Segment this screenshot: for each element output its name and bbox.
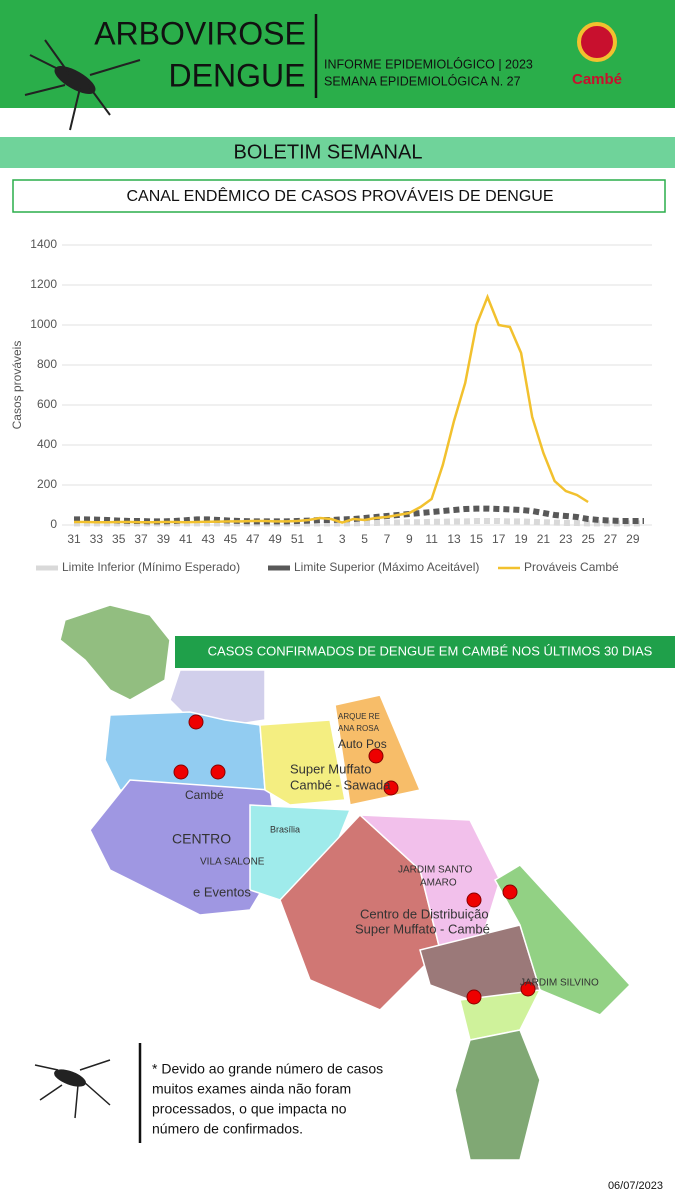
logo-text: Cambé [572, 71, 622, 88]
header-title: DENGUE [169, 57, 306, 93]
chart-title-box [12, 179, 666, 213]
map-label: Centro de Distribuição [360, 906, 489, 921]
map-label: JARDIM SILVINO [520, 978, 599, 989]
map-label: CENTRO [172, 831, 231, 847]
x-tick-label: 5 [361, 532, 368, 546]
legend-label: Limite Inferior (Mínimo Esperado) [62, 560, 240, 574]
header-info: INFORME EPIDEMIOLÓGICO | 2023 [324, 56, 533, 71]
header-band [0, 0, 675, 108]
map [59, 604, 632, 1161]
y-tick-label: 600 [37, 397, 57, 411]
x-tick-label: 11 [425, 532, 438, 546]
x-tick-label: 15 [470, 532, 484, 546]
series-line [74, 293, 589, 524]
date: 06/07/2023 [608, 1180, 663, 1192]
y-tick-label: 800 [37, 357, 57, 371]
x-tick-label: 43 [201, 532, 215, 546]
header-info: SEMANA EPIDEMIOLÓGICA N. 27 [324, 73, 521, 88]
y-axis-label: Casos prováveis [10, 341, 24, 430]
x-tick-label: 9 [406, 532, 413, 546]
chart-title: CANAL ENDÊMICO DE CASOS PROVÁVEIS DE DEN… [126, 186, 553, 205]
x-tick-label: 35 [112, 532, 126, 546]
map-label: Cambé [185, 788, 224, 802]
map-label: ANA ROSA [338, 724, 380, 733]
map-label: VILA SALONE [200, 857, 265, 868]
map-label: Super Muffato [290, 761, 371, 776]
map-title-box [175, 636, 675, 668]
x-tick-label: 13 [447, 532, 461, 546]
y-tick-label: 0 [50, 517, 57, 531]
note-line: processados, o que impacta no [152, 1101, 347, 1117]
banner [0, 137, 675, 168]
district [493, 864, 632, 1016]
map-label: JARDIM SANTO [398, 865, 472, 876]
case-markers [173, 714, 536, 1005]
x-tick-label: 1 [317, 532, 324, 546]
x-tick-label: 21 [537, 532, 551, 546]
brazil-map [59, 604, 171, 701]
x-tick-label: 51 [291, 532, 305, 546]
x-tick-label: 7 [384, 532, 391, 546]
mosquito-icon [24, 39, 141, 131]
x-tick-label: 25 [581, 532, 595, 546]
header-title: ARBOVIROSE [94, 15, 306, 51]
x-tick-label: 39 [157, 532, 171, 546]
x-tick-label: 17 [492, 532, 506, 546]
x-tick-label: 41 [179, 532, 193, 546]
map-label: Auto Pos [338, 737, 387, 751]
x-tick-label: 45 [224, 532, 238, 546]
map-label: e Eventos [193, 884, 251, 899]
x-tick-label: 37 [134, 532, 148, 546]
district [89, 779, 281, 916]
map-label: AMARO [420, 878, 457, 889]
note-line: * Devido ao grande número de casos [152, 1061, 383, 1077]
note-line: número de confirmados. [152, 1121, 303, 1137]
x-tick-label: 29 [626, 532, 640, 546]
map-label: Cambé - Sawada [290, 777, 391, 792]
banner-text: BOLETIM SEMANAL [234, 141, 423, 163]
y-tick-label: 1400 [30, 237, 57, 251]
legend-label: Prováveis Cambé [524, 560, 619, 574]
x-tick-label: 49 [268, 532, 282, 546]
map-label: Brasília [270, 824, 300, 834]
x-tick-label: 23 [559, 532, 573, 546]
x-tick-label: 19 [514, 532, 528, 546]
mosquito-icon [34, 1059, 111, 1119]
x-tick-label: 3 [339, 532, 346, 546]
x-tick-label: 33 [90, 532, 104, 546]
y-tick-label: 400 [37, 437, 57, 451]
note-line: muitos exames ainda não foram [152, 1081, 351, 1097]
map-label: Super Muffato - Cambé [355, 921, 490, 936]
district [259, 719, 346, 806]
y-tick-label: 1200 [30, 277, 57, 291]
map-label: ARQUE RE [338, 712, 380, 721]
map-title: CASOS CONFIRMADOS DE DENGUE EM CAMBÉ NOS… [208, 643, 653, 658]
x-tick-label: 47 [246, 532, 260, 546]
y-tick-label: 1000 [30, 317, 57, 331]
logo-emblem [577, 22, 617, 62]
legend-label: Limite Superior (Máximo Aceitável) [294, 560, 479, 574]
x-tick-label: 27 [604, 532, 618, 546]
district [454, 1029, 541, 1161]
x-tick-label: 31 [67, 532, 81, 546]
note: * Devido ao grande número de casos muitos… [152, 1061, 383, 1137]
y-tick-label: 200 [37, 477, 57, 491]
